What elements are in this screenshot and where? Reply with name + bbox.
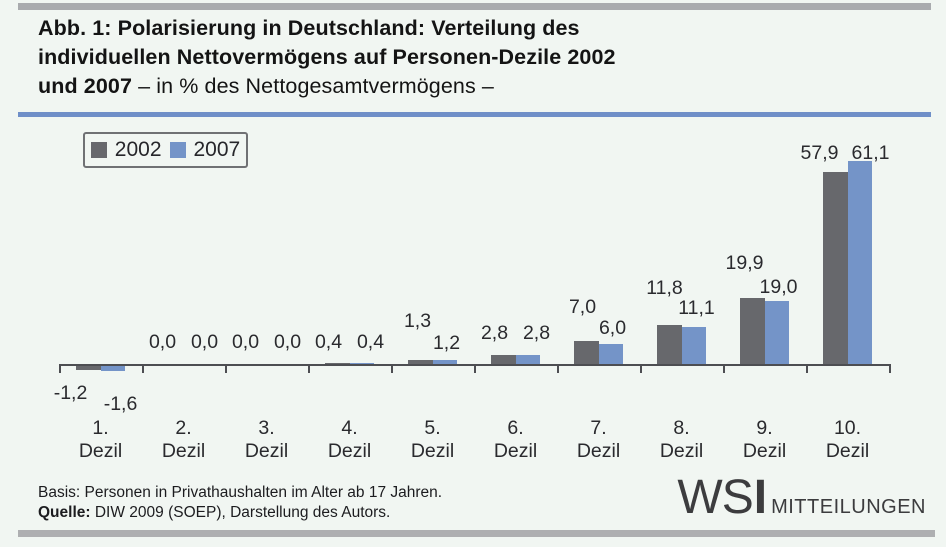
bar-2002-7-Dezil [574, 340, 599, 364]
value-label-2007: 19,0 [759, 276, 798, 298]
x-axis-tick [142, 364, 144, 373]
legend-label-2002: 2002 [114, 138, 162, 161]
x-tick-label: 10. Dezil [825, 417, 870, 462]
value-label-2007: 2,8 [522, 322, 551, 344]
bar-2002-10-Dezil [823, 171, 848, 364]
x-axis-tick [474, 364, 476, 373]
x-tick-label: 6. Dezil [493, 417, 538, 462]
value-label-2007: 0,0 [190, 331, 219, 353]
logo-ws: WS [677, 471, 753, 524]
x-axis-tick [723, 364, 725, 373]
value-label-2002: 57,9 [800, 142, 839, 164]
logo-i: I [753, 471, 768, 524]
title-line3-subtitle: – in % des Nettogesamtvermögens – [138, 74, 494, 98]
bar-2007-4-Dezil [349, 362, 374, 364]
x-axis-tick [640, 364, 642, 373]
x-tick-label: 8. Dezil [659, 417, 704, 462]
x-tick-label: 1. Dezil [78, 417, 123, 462]
chart-legend: 2002 2007 [83, 132, 248, 168]
bar-2007-7-Dezil [598, 344, 623, 364]
bar-2007-9-Dezil [764, 300, 789, 364]
title-line1: Abb. 1: Polarisierung in Deutschland: Ve… [38, 16, 580, 40]
x-axis-tick [225, 364, 227, 373]
value-label-2007: 61,1 [851, 142, 890, 164]
bar-2007-8-Dezil [681, 327, 706, 364]
wsi-mitteilungen-logo: WS I MITTEILUNGEN [677, 474, 926, 522]
bar-2007-1-Dezil [100, 366, 125, 372]
legend-label-2007: 2007 [193, 138, 241, 161]
x-axis-tick [889, 364, 891, 373]
value-label-2002: 0,0 [148, 331, 177, 353]
value-label-2002: -1,2 [53, 382, 88, 404]
value-label-2007: 1,2 [432, 332, 461, 354]
legend-swatch-2007 [169, 142, 186, 158]
value-label-2002: 0,0 [231, 331, 260, 353]
title-line2: individuellen Nettovermögens auf Persone… [38, 45, 616, 69]
value-label-2007: -1,6 [103, 393, 138, 415]
value-label-2002: 0,4 [314, 331, 343, 353]
x-axis-tick [806, 364, 808, 373]
x-axis-tick [557, 364, 559, 373]
title-line3-bold: und 2007 [38, 74, 133, 98]
value-label-2007: 0,4 [356, 331, 385, 353]
x-tick-label: 2. Dezil [161, 417, 206, 462]
bar-2007-5-Dezil [432, 360, 457, 364]
title-underline-rule [18, 112, 931, 117]
footnotes: Basis: Personen in Privathaushalten im A… [38, 483, 442, 523]
value-label-2002: 2,8 [480, 322, 509, 344]
figure-title: Abb. 1: Polarisierung in Deutschland: Ve… [38, 14, 918, 101]
logo-subtitle: MITTEILUNGEN [771, 496, 926, 518]
legend-swatch-2002 [90, 142, 107, 158]
value-label-2007: 11,1 [678, 297, 715, 319]
source-text: DIW 2009 (SOEP), Darstellung des Autors. [94, 504, 391, 521]
x-tick-label: 9. Dezil [742, 417, 787, 462]
bar-2007-6-Dezil [515, 354, 540, 364]
value-label-2002: 7,0 [568, 296, 597, 318]
bar-2002-1-Dezil [76, 366, 101, 370]
basis-note: Basis: Personen in Privathaushalten im A… [38, 484, 443, 501]
value-label-2007: 0,0 [273, 331, 302, 353]
x-tick-label: 4. Dezil [327, 417, 372, 462]
x-tick-label: 3. Dezil [244, 417, 289, 462]
source-note: Quelle: DIW 2009 (SOEP), Darstellung des… [38, 503, 442, 523]
x-axis-tick [59, 364, 61, 373]
value-label-2002: 11,8 [646, 277, 683, 299]
x-axis-tick [391, 364, 393, 373]
value-label-2002: 19,9 [725, 252, 764, 274]
bar-2002-6-Dezil [491, 354, 516, 364]
source-label: Quelle: [38, 504, 91, 521]
value-label-2007: 6,0 [598, 317, 627, 339]
bottom-rule [18, 530, 935, 537]
value-label-2002: 1,3 [403, 310, 432, 332]
bar-2007-10-Dezil [847, 160, 872, 364]
bar-2002-9-Dezil [740, 297, 765, 364]
bar-2002-8-Dezil [657, 324, 682, 364]
bar-2002-5-Dezil [408, 359, 433, 364]
x-tick-label: 7. Dezil [576, 417, 621, 462]
top-rule [18, 3, 931, 10]
x-axis-tick [308, 364, 310, 373]
x-tick-label: 5. Dezil [410, 417, 455, 462]
bar-2002-4-Dezil [325, 362, 350, 364]
